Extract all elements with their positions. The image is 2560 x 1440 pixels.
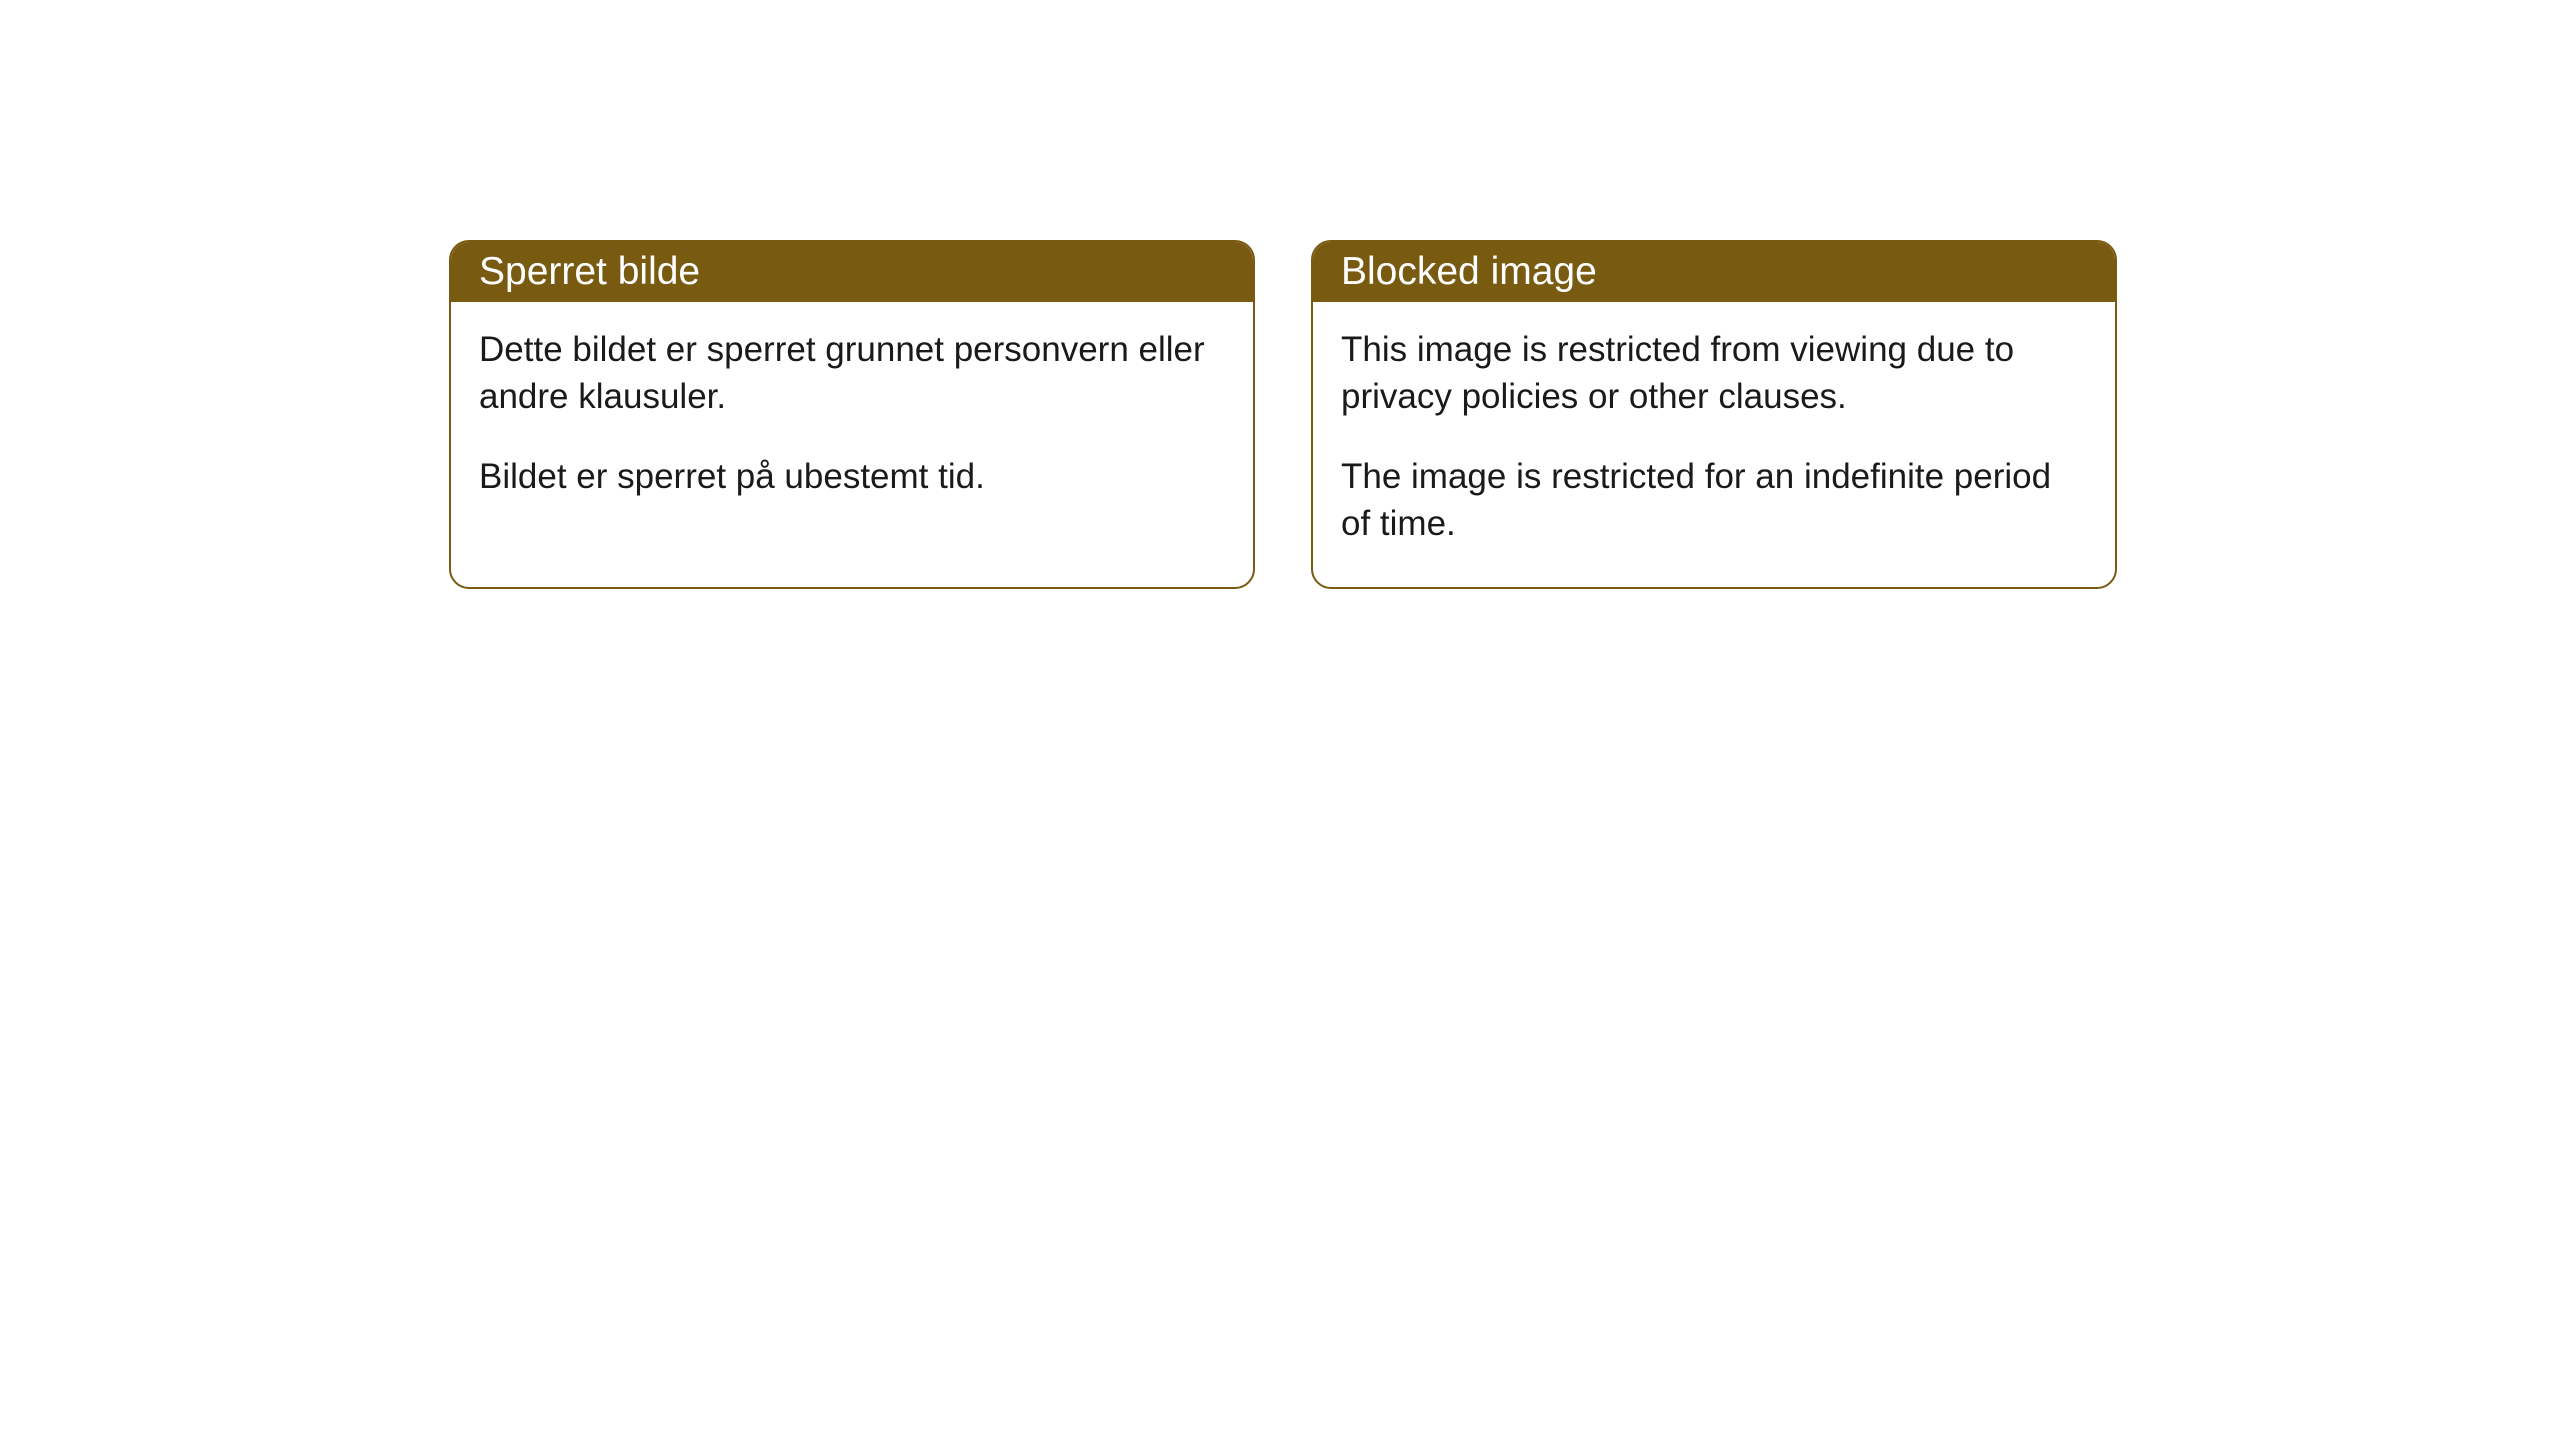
card-paragraph: Bildet er sperret på ubestemt tid. — [479, 453, 1225, 500]
notice-card-english: Blocked image This image is restricted f… — [1311, 240, 2117, 589]
notice-cards-container: Sperret bilde Dette bildet er sperret gr… — [449, 240, 2117, 589]
card-paragraph: The image is restricted for an indefinit… — [1341, 453, 2087, 548]
card-paragraph: Dette bildet er sperret grunnet personve… — [479, 326, 1225, 421]
card-paragraph: This image is restricted from viewing du… — [1341, 326, 2087, 421]
card-body: Dette bildet er sperret grunnet personve… — [451, 302, 1253, 540]
card-header: Sperret bilde — [451, 242, 1253, 302]
notice-card-norwegian: Sperret bilde Dette bildet er sperret gr… — [449, 240, 1255, 589]
card-header: Blocked image — [1313, 242, 2115, 302]
card-title: Sperret bilde — [479, 250, 700, 293]
card-body: This image is restricted from viewing du… — [1313, 302, 2115, 587]
card-title: Blocked image — [1341, 250, 1597, 293]
